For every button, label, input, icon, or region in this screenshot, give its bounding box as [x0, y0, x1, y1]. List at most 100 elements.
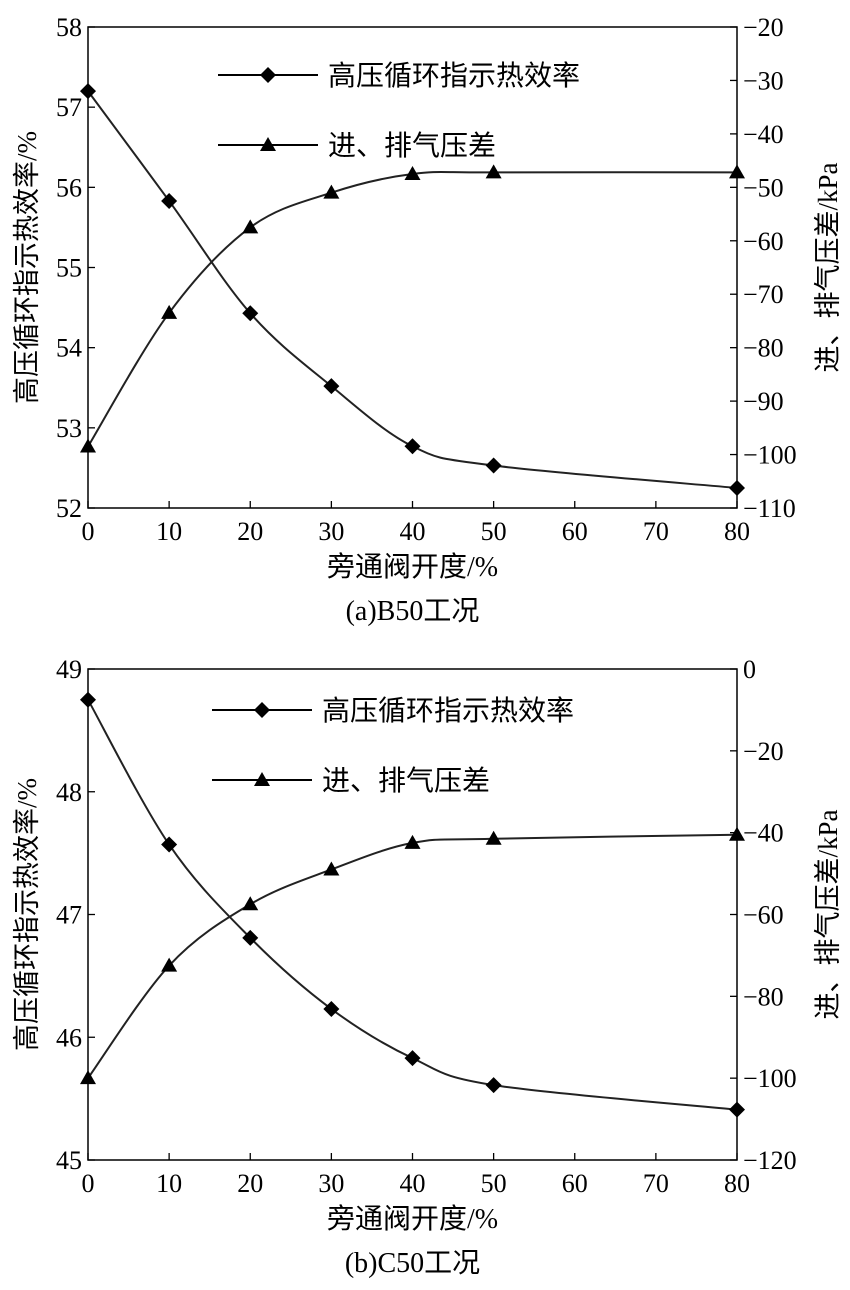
chart-b-xtick-label: 30	[318, 1169, 344, 1198]
chart-a-point	[161, 304, 178, 319]
chart-a-y2tick-label: −100	[743, 441, 797, 470]
chart-b-y2tick-label: 0	[743, 655, 756, 684]
chart-a-series-0	[80, 83, 745, 496]
chart-b-y2label: 进、排气压差/kPa	[813, 809, 843, 1019]
chart-a-svg: 0 10 20 30 40 50 60 70 80 52 53 54 55 56 57 58 −110 −100 −…	[12, 13, 843, 627]
chart-a-point	[80, 438, 96, 453]
chart-a-ytick-label: 56	[56, 173, 82, 202]
chart-b-xtick-label: 10	[156, 1169, 182, 1198]
chart-a-xtick-label: 70	[643, 517, 669, 546]
chart-b-point	[323, 1001, 340, 1018]
chart-b-xtick-label: 40	[400, 1169, 426, 1198]
chart-a-y2tick-label: −20	[743, 13, 784, 42]
chart-a-point	[161, 192, 178, 209]
chart-b-ytick-label: 47	[56, 901, 82, 930]
chart-b-xtick-label: 60	[562, 1169, 588, 1198]
chart-b-y2tick-label: −120	[743, 1146, 797, 1175]
chart-a-legend-marker	[260, 137, 276, 151]
chart-a-y2tick-label: −60	[743, 227, 784, 256]
chart-b-y2tick-label: −100	[743, 1064, 797, 1093]
chart-a-point	[729, 479, 745, 496]
chart-b-point	[161, 836, 178, 853]
chart-b-svg: 0 10 20 30 40 50 60 70 80 45 46 47 48 49 −120 −100 −80 −6…	[12, 655, 843, 1279]
chart-b-legend-marker	[254, 772, 270, 786]
chart-a-y2tick-label: −70	[743, 280, 784, 309]
chart-b-xlabel: 旁通阀开度/%	[327, 1203, 498, 1235]
chart-a-frame	[87, 26, 738, 509]
chart-a-ytick-label: 55	[56, 254, 82, 283]
chart-b-xtick-label: 80	[724, 1169, 750, 1198]
chart-b-ylabel: 高压循环指示热效率/%	[12, 778, 42, 1051]
chart-a-point	[242, 305, 259, 322]
chart-a-point	[80, 83, 96, 100]
chart-a-point	[323, 378, 340, 395]
chart-b-caption: (b)C50工况	[345, 1248, 480, 1279]
chart-a-series-1	[80, 164, 745, 453]
chart-a-point	[729, 164, 745, 179]
chart-a-legend-label: 进、排气压差	[328, 130, 496, 162]
chart-a-ylabel: 高压循环指示热效率/%	[12, 131, 42, 404]
chart-panel-a: 0 10 20 30 40 50 60 70 80 52 53 54 55 56 57 58 −110 −100 −…	[0, 0, 850, 640]
chart-b-xtick-label: 20	[237, 1169, 263, 1198]
chart-b-point	[80, 1070, 96, 1085]
chart-a-xtick-label: 50	[481, 517, 507, 546]
chart-a-y2tick-label: −90	[743, 387, 784, 416]
chart-a-xtick-label: 40	[400, 517, 426, 546]
chart-b-series-line	[87, 833, 738, 1079]
chart-b-xtick-label: 70	[643, 1169, 669, 1198]
chart-a-point	[404, 165, 421, 180]
chart-a-xtick-label: 20	[237, 517, 263, 546]
chart-b-point	[404, 834, 421, 849]
chart-a-y2tick-label: −40	[743, 120, 784, 149]
chart-b-series-line	[87, 699, 738, 1111]
chart-panel-b: 0 10 20 30 40 50 60 70 80 45 46 47 48 49 −120 −100 −80 −6…	[0, 643, 850, 1285]
chart-a-point	[485, 457, 502, 474]
chart-b-point	[485, 1077, 502, 1094]
chart-b-point	[485, 830, 502, 845]
chart-b-legend-marker	[254, 702, 270, 718]
chart-a-xtick-label: 80	[724, 517, 750, 546]
chart-a-xtick-label: 0	[82, 517, 95, 546]
chart-b-frame	[87, 668, 738, 1161]
chart-a-y2tick-label: −30	[743, 66, 784, 95]
chart-a-xtick-label: 10	[156, 517, 182, 546]
chart-b-point	[729, 826, 745, 841]
chart-a-point	[323, 184, 340, 199]
chart-b-point	[80, 691, 96, 708]
chart-a-point	[242, 219, 259, 234]
chart-a-y2tick-label: −110	[743, 494, 796, 523]
chart-a-point	[485, 164, 502, 179]
chart-a-point	[404, 438, 421, 455]
chart-a-xtick-label: 30	[318, 517, 344, 546]
chart-b-ytick-label: 45	[56, 1146, 82, 1175]
chart-b-point	[404, 1050, 421, 1067]
chart-b-legend-label: 进、排气压差	[322, 765, 490, 797]
chart-a-legend-marker	[260, 67, 276, 83]
chart-a-xtick-label: 60	[562, 517, 588, 546]
chart-b-y2tick-label: −40	[743, 819, 784, 848]
chart-b-ytick-label: 49	[56, 655, 82, 684]
chart-a-ytick-label: 54	[56, 334, 82, 363]
chart-b-point	[323, 861, 340, 876]
chart-a-series-line	[87, 171, 738, 448]
chart-a-xlabel: 旁通阀开度/%	[327, 551, 498, 583]
chart-b-legend-label: 高压循环指示热效率	[322, 695, 574, 727]
chart-b-point	[729, 1101, 745, 1118]
chart-a-legend-label: 高压循环指示热效率	[328, 60, 580, 92]
chart-a-ytick-label: 57	[56, 93, 82, 122]
chart-b-ytick-label: 48	[56, 778, 82, 807]
chart-a-y2tick-label: −80	[743, 334, 784, 363]
chart-b-point	[242, 929, 259, 946]
chart-b-point	[161, 957, 178, 972]
chart-a-ytick-label: 52	[56, 494, 82, 523]
chart-b-y2tick-label: −80	[743, 982, 784, 1011]
chart-a-caption: (a)B50工况	[346, 596, 480, 627]
chart-a-ytick-label: 58	[56, 13, 82, 42]
chart-a-y2label: 进、排气压差/kPa	[813, 162, 843, 372]
chart-b-series-1	[80, 826, 745, 1085]
chart-b-y2tick-label: −20	[743, 737, 784, 766]
chart-a-ytick-label: 53	[56, 414, 82, 443]
chart-b-xtick-label: 0	[82, 1169, 95, 1198]
chart-b-ytick-label: 46	[56, 1023, 82, 1052]
chart-b-point	[242, 896, 259, 911]
